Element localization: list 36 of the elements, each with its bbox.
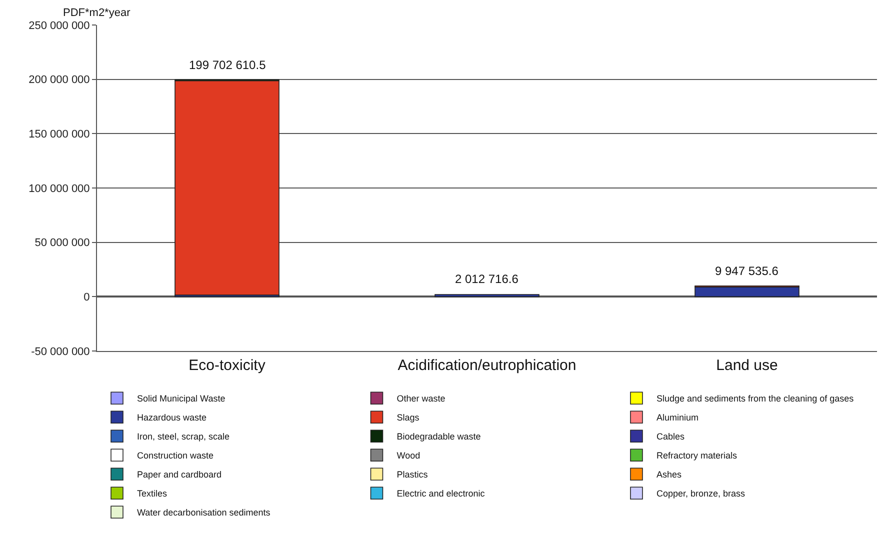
legend-label: Biodegradable waste	[396, 432, 481, 442]
bar	[174, 80, 280, 296]
total-label: 9 947 535.6	[715, 264, 779, 278]
legend-label: Copper, bronze, brass	[656, 488, 746, 499]
y-tick-label: 100 000 000	[28, 182, 90, 195]
legend-label: Hazardous waste	[137, 412, 207, 423]
legend-label: Slags	[396, 412, 420, 423]
bar	[434, 294, 540, 298]
legend-label: Cables	[656, 432, 685, 442]
total-label: 2 012 716.6	[455, 272, 519, 286]
legend-label: Water decarbonisation sediments	[137, 508, 271, 518]
total-label: 199 702 610.5	[189, 58, 266, 72]
y-tick-label: 50 000 000	[34, 237, 90, 250]
legend-label: Paper and cardboard	[137, 470, 222, 480]
x-tick-label: Acidification/eutrophication	[398, 357, 576, 374]
legend-label: Wood	[396, 450, 420, 461]
y-tick-label: 200 000 000	[28, 74, 90, 86]
legend-label: Sludge and sediments from the cleaning of gases	[656, 394, 854, 404]
y-tick-label: 0	[84, 292, 90, 304]
legend-label: Iron, steel, scrap, scale	[137, 432, 230, 442]
y-axis-title: PDF*m2*year	[63, 7, 131, 19]
y-tick-label: -50 000 000	[31, 346, 90, 358]
y-tick-label: 150 000 000	[28, 128, 90, 141]
legend-label: Construction waste	[137, 450, 214, 461]
x-tick-label: Eco-toxicity	[188, 357, 266, 374]
legend-label: Other waste	[396, 394, 446, 404]
legend-label: Solid Municipal Waste	[137, 394, 226, 404]
legend-label: Plastics	[396, 470, 428, 480]
x-tick-label: Land use	[716, 357, 778, 374]
legend-label: Textiles	[137, 488, 168, 499]
y-tick-label: 250 000 000	[28, 20, 90, 32]
legend-label: Refractory materials	[656, 450, 738, 461]
legend-label: Electric and electronic	[396, 488, 486, 499]
legend-label: Aluminium	[656, 412, 698, 423]
bar	[694, 286, 800, 298]
legend-label: Ashes	[656, 470, 682, 480]
